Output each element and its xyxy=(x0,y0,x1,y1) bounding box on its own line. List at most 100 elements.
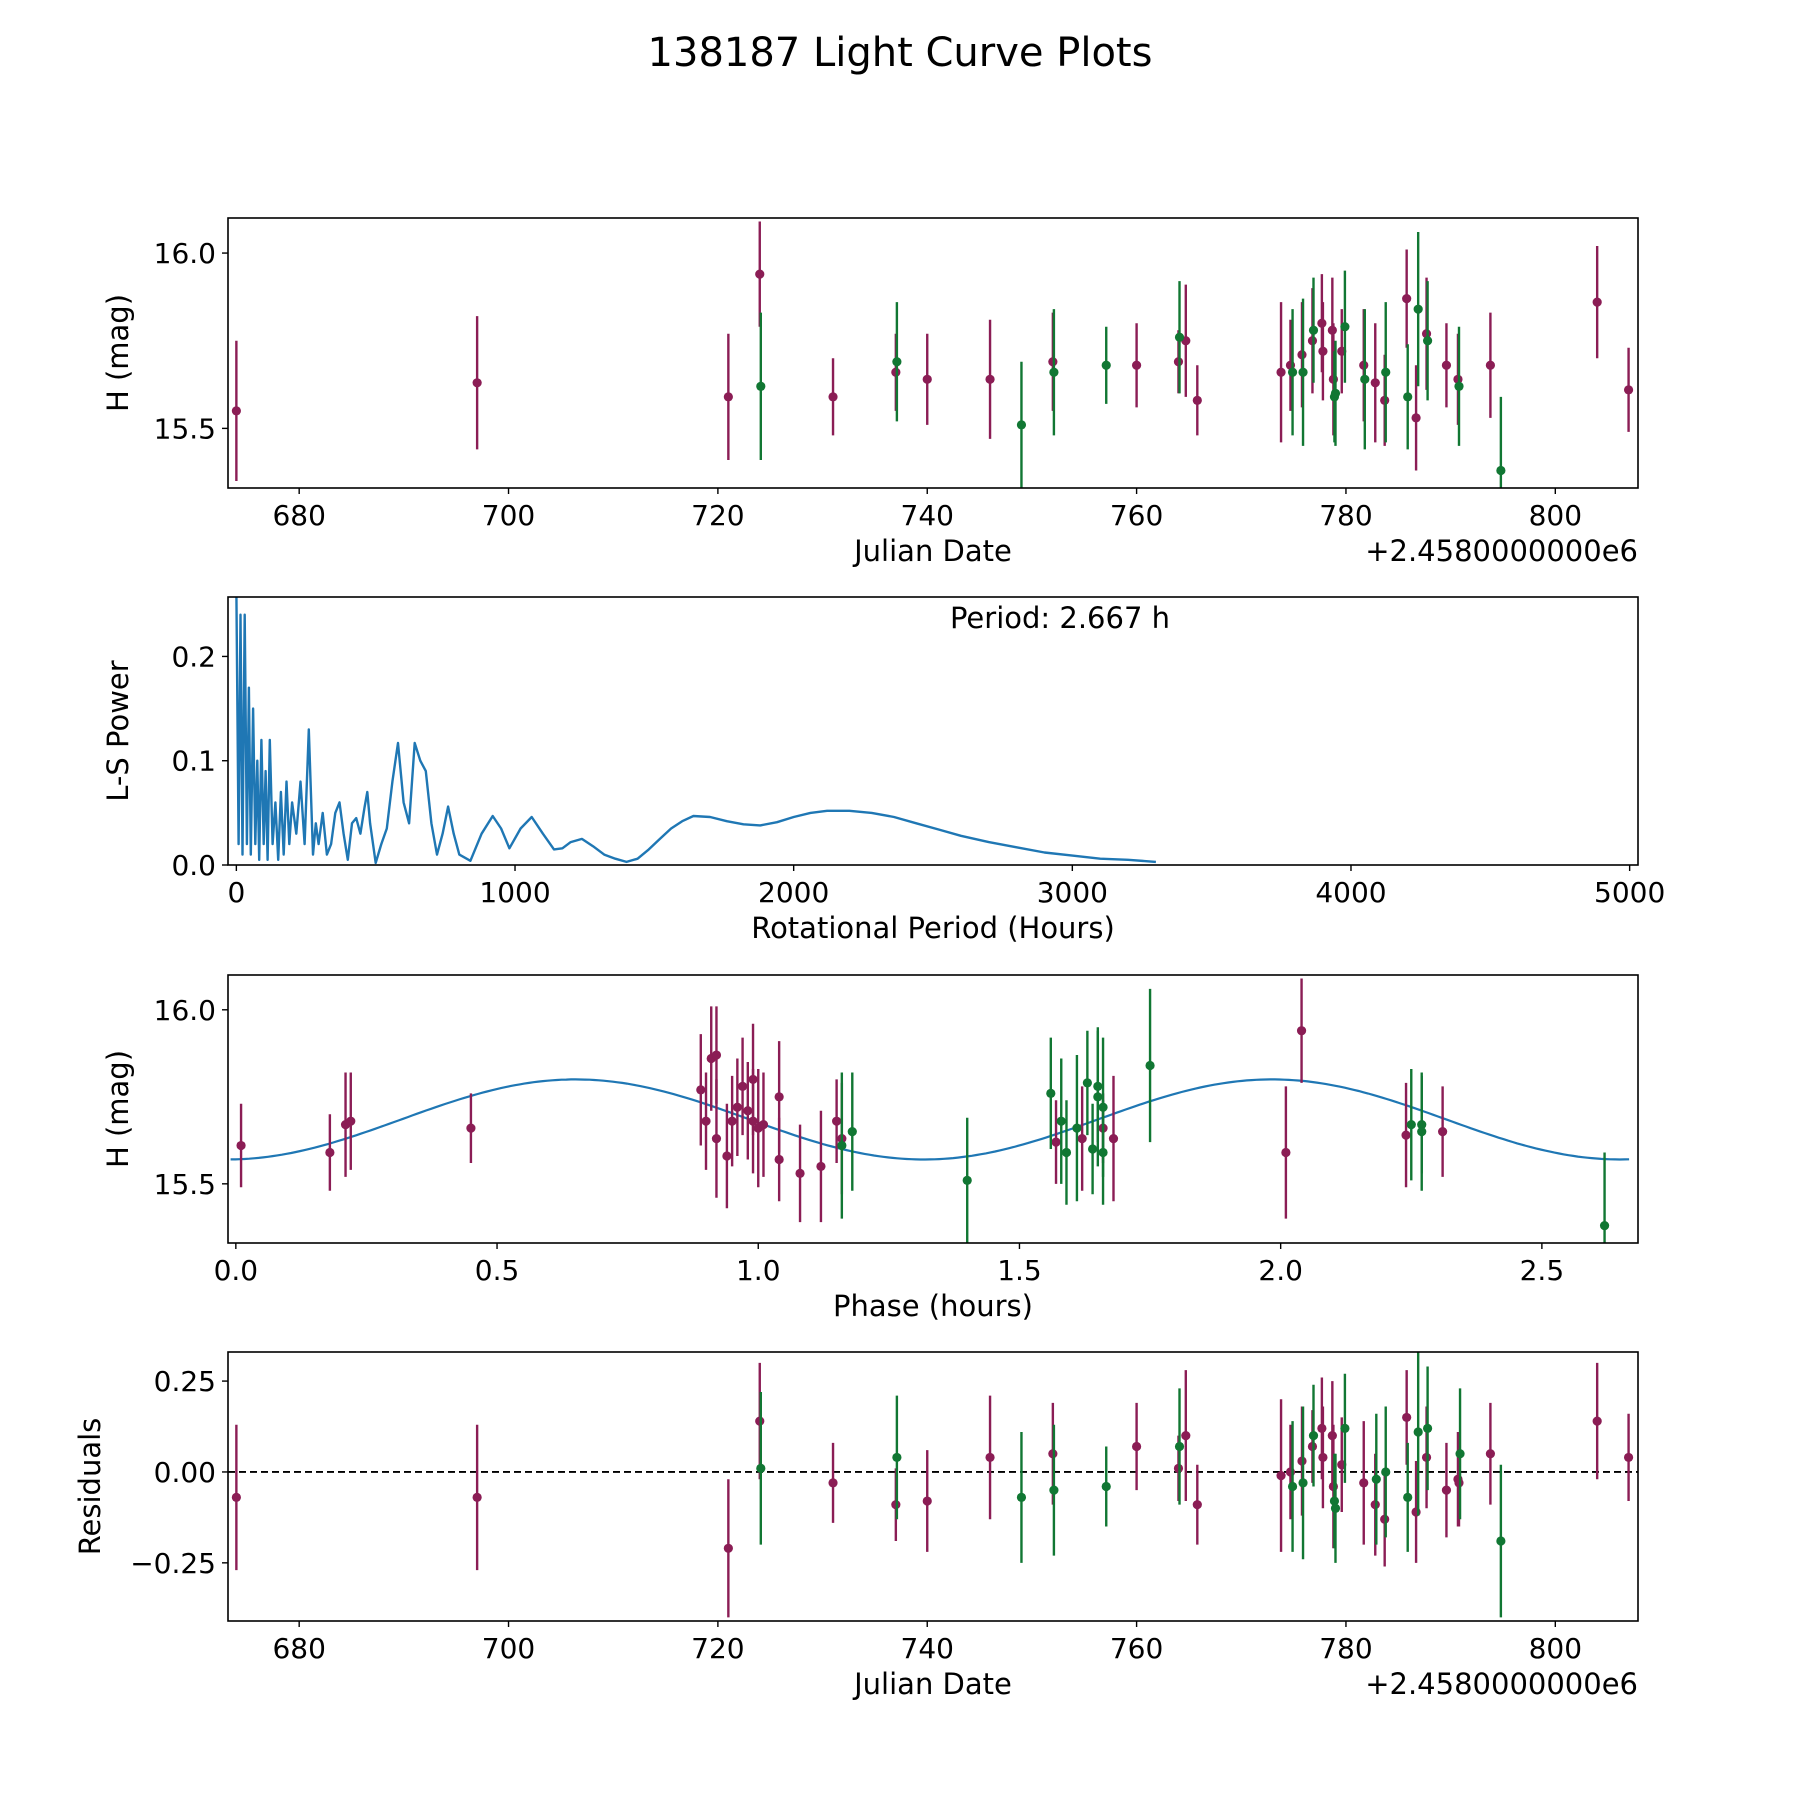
data-point xyxy=(466,1093,476,1163)
data-marker xyxy=(1318,346,1328,356)
data-marker xyxy=(1174,332,1185,342)
data-point xyxy=(828,1442,838,1523)
data-point xyxy=(1340,270,1350,383)
data-point xyxy=(231,340,241,481)
axes-frame xyxy=(227,974,1639,1244)
data-marker xyxy=(701,1116,711,1126)
data-marker xyxy=(1296,1026,1307,1036)
data-point xyxy=(472,1424,482,1571)
data-marker xyxy=(1192,1500,1202,1510)
data-point xyxy=(1340,1373,1350,1483)
data-marker xyxy=(758,1120,769,1130)
data-point xyxy=(1330,1453,1341,1563)
data-point xyxy=(1049,1424,1059,1556)
data-marker xyxy=(236,1140,246,1151)
data-point xyxy=(1422,281,1433,401)
data-marker xyxy=(743,1106,753,1116)
data-marker xyxy=(828,392,838,402)
x-tick-label: 2.0 xyxy=(1258,1254,1303,1287)
data-marker xyxy=(1422,1423,1433,1433)
x-tick-label: 680 xyxy=(272,499,325,532)
x-tick-label: 800 xyxy=(1529,499,1582,532)
data-point xyxy=(1330,340,1341,446)
data-point xyxy=(1441,323,1452,408)
data-point xyxy=(1359,1421,1369,1545)
x-tick-label: 5000 xyxy=(1594,876,1665,909)
data-marker xyxy=(1599,1220,1610,1231)
data-marker xyxy=(1623,1452,1634,1463)
data-point xyxy=(828,358,838,436)
data-marker xyxy=(1406,1120,1416,1130)
data-point xyxy=(1381,1406,1391,1538)
data-marker xyxy=(722,1151,732,1161)
data-point xyxy=(1496,396,1506,488)
x-axis-label: Julian Date xyxy=(852,1667,1012,1701)
data-point xyxy=(1403,344,1413,450)
period-annotation: Period: 2.667 h xyxy=(950,601,1170,635)
data-marker xyxy=(1101,1481,1111,1492)
chart-periodogram: 0 1000 2000 3000 4000 5000 0.0 0.1 0.2 Rotational… xyxy=(101,596,1665,945)
data-point xyxy=(1296,978,1307,1083)
x-tick-label: 780 xyxy=(1319,1632,1372,1665)
y-tick-label: 16.0 xyxy=(154,237,216,270)
data-marker xyxy=(892,1452,902,1463)
data-marker xyxy=(1454,381,1464,391)
chart-lightcurve: 680 700 720 740 760 780 800 15.5 16.0 Julian Date… xyxy=(101,217,1639,568)
data-point xyxy=(962,1117,972,1243)
plot-area xyxy=(230,978,1630,1243)
data-point xyxy=(1108,1075,1119,1202)
data-marker xyxy=(1441,1485,1452,1495)
data-marker xyxy=(1592,1416,1602,1426)
data-marker xyxy=(1402,294,1412,304)
data-marker xyxy=(1049,1485,1059,1495)
data-marker xyxy=(231,406,241,416)
data-marker xyxy=(1455,1449,1465,1459)
data-marker xyxy=(985,1452,995,1463)
data-point xyxy=(758,1072,769,1177)
data-marker xyxy=(1340,1423,1350,1433)
data-marker xyxy=(1485,360,1496,370)
data-point xyxy=(847,1072,857,1191)
data-point xyxy=(1298,298,1308,446)
data-marker xyxy=(1016,1492,1027,1503)
data-marker xyxy=(774,1154,784,1165)
data-point xyxy=(701,1072,711,1170)
data-point xyxy=(722,1103,732,1209)
y-tick-label: −0.25 xyxy=(130,1547,216,1580)
x-tick-label: 740 xyxy=(901,1632,954,1665)
data-marker xyxy=(1056,1116,1066,1126)
data-point xyxy=(727,1075,737,1167)
data-point xyxy=(1174,281,1185,394)
data-marker xyxy=(1276,367,1286,377)
data-marker xyxy=(1623,385,1634,395)
data-marker xyxy=(1072,1123,1082,1133)
data-point xyxy=(231,1424,241,1571)
data-point xyxy=(1298,1406,1308,1560)
data-point xyxy=(472,316,482,450)
data-marker xyxy=(1592,297,1602,307)
y-tick-label: 0.25 xyxy=(154,1365,216,1398)
data-marker xyxy=(1318,1452,1328,1463)
series-green xyxy=(756,1352,1506,1618)
data-point xyxy=(1101,326,1111,404)
data-point xyxy=(837,1072,847,1219)
data-marker xyxy=(756,381,766,391)
data-point xyxy=(723,333,733,460)
data-point xyxy=(1413,232,1423,387)
x-tick-label: 1000 xyxy=(479,876,550,909)
data-point xyxy=(1381,302,1391,443)
data-marker xyxy=(847,1127,857,1137)
data-point xyxy=(756,1391,766,1545)
series-purple xyxy=(231,221,1634,481)
data-point xyxy=(755,221,765,327)
data-marker xyxy=(922,374,932,384)
y-tick-label: 15.5 xyxy=(154,412,216,445)
data-point xyxy=(1623,1413,1634,1502)
data-point xyxy=(1131,323,1142,408)
data-marker xyxy=(748,1116,758,1126)
data-marker xyxy=(1422,336,1433,346)
x-tick-label: 0.0 xyxy=(214,1254,259,1287)
data-point xyxy=(1592,1362,1602,1480)
data-point xyxy=(1281,1086,1291,1219)
